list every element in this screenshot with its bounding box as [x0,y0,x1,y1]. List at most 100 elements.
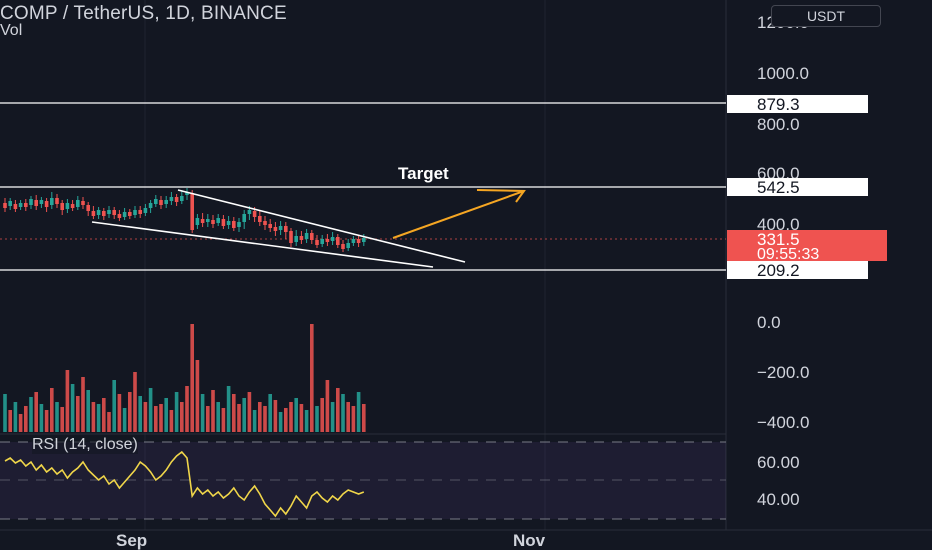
volume-bar [200,394,205,432]
level-542[interactable]: 542.5 [0,178,868,197]
candle-body [180,196,184,201]
candle-body [24,203,28,207]
candle-body [330,237,335,241]
volume-bar [138,396,142,432]
candle-body [211,220,215,224]
volume-bar [91,402,96,432]
candle-body [44,201,49,207]
target-arrow-head [476,189,526,203]
candle-body [216,218,220,223]
candle-body [117,214,122,218]
candle-body [65,203,70,209]
lower-trendline[interactable] [91,221,434,268]
volume-label[interactable]: Vol [0,22,23,39]
volume-bar [273,400,278,432]
volume-bar [143,402,148,432]
volume-tick-label: −400.0 [757,413,809,432]
volume-bar [325,380,330,432]
volume-bar [159,404,163,432]
volume-bar [190,324,194,432]
volume-bar [44,410,49,432]
level-tag [727,95,868,113]
rsi-indicator-label[interactable]: RSI (14, close) [32,436,138,454]
candle-body [242,214,246,222]
time-label-nov: Nov [513,531,546,550]
volume-bar [3,394,7,432]
current-price-tag [727,230,887,261]
volume-bar [356,392,361,432]
volume-bar [310,324,314,432]
volume-bar [13,402,18,432]
candle-body [174,197,179,202]
level-tag [727,178,868,196]
candle-body [112,210,116,215]
upper-trendline[interactable] [177,189,466,263]
volume-bar [174,392,179,432]
volume-bar [8,410,12,432]
candle-body [81,201,85,205]
currency-button[interactable]: USDT [771,5,881,27]
candle-body [164,200,168,204]
candle-body [76,200,80,207]
volume-bar [232,394,236,432]
volume-bar [81,377,85,432]
candle-body [159,200,163,205]
target-arrow[interactable] [392,189,526,239]
volume-bar [122,408,127,432]
candle-body [232,221,236,228]
target-label: Target [398,164,449,183]
price-tick-label: 1000.0 [757,64,809,83]
candle-body [252,211,257,217]
volume-bar [351,406,356,432]
price-tick-label: 400.0 [757,215,800,234]
rsi-axis: 60.00 40.00 [757,453,800,509]
candlesticks [3,188,366,252]
volume-bar [299,404,304,432]
volume-bar [96,404,101,432]
target-arrow-shaft[interactable] [392,190,525,239]
volume-bar [55,402,59,432]
candle-body [320,239,324,244]
volume-bar [60,407,64,432]
volume-bar [263,406,267,432]
candle-body [96,210,101,215]
candle-body [362,238,366,242]
candle-body [133,210,137,215]
volume-bar [169,410,174,432]
volume-bar [320,398,324,432]
volume-bar [29,397,33,432]
symbol-title[interactable]: COMP / TetherUS, 1D, BINANCE [0,3,287,24]
candle-body [221,219,226,226]
candle-body [341,244,345,249]
candle-body [226,221,231,225]
level-879[interactable]: 879.3 [0,95,868,114]
rsi-tick-label: 60.00 [757,453,800,472]
volume-bar [70,384,75,432]
volume-bars [3,324,366,432]
volume-bar [180,402,184,432]
volume-bar [195,360,200,432]
volume-bar [34,392,38,432]
volume-bar [117,394,122,432]
volume-bar [242,398,246,432]
volume-bar [294,398,298,432]
candle-body [325,239,330,242]
candle-body [195,218,200,225]
candle-body [60,203,64,210]
volume-tick-label: −200.0 [757,363,809,382]
candle-body [247,210,252,214]
volume-bar [304,410,309,432]
candle-body [128,212,132,216]
price-tick-label: 800.0 [757,115,800,134]
volume-bar [206,406,210,432]
rsi-tick-label: 40.00 [757,490,800,509]
volume-bar [154,406,158,432]
candle-body [8,201,12,206]
candle-body [18,203,23,207]
level-209[interactable]: 209.2 [0,261,868,280]
volume-bar [107,412,111,432]
volume-bar [284,408,288,432]
candle-body [206,219,210,222]
volume-bar [24,406,28,432]
